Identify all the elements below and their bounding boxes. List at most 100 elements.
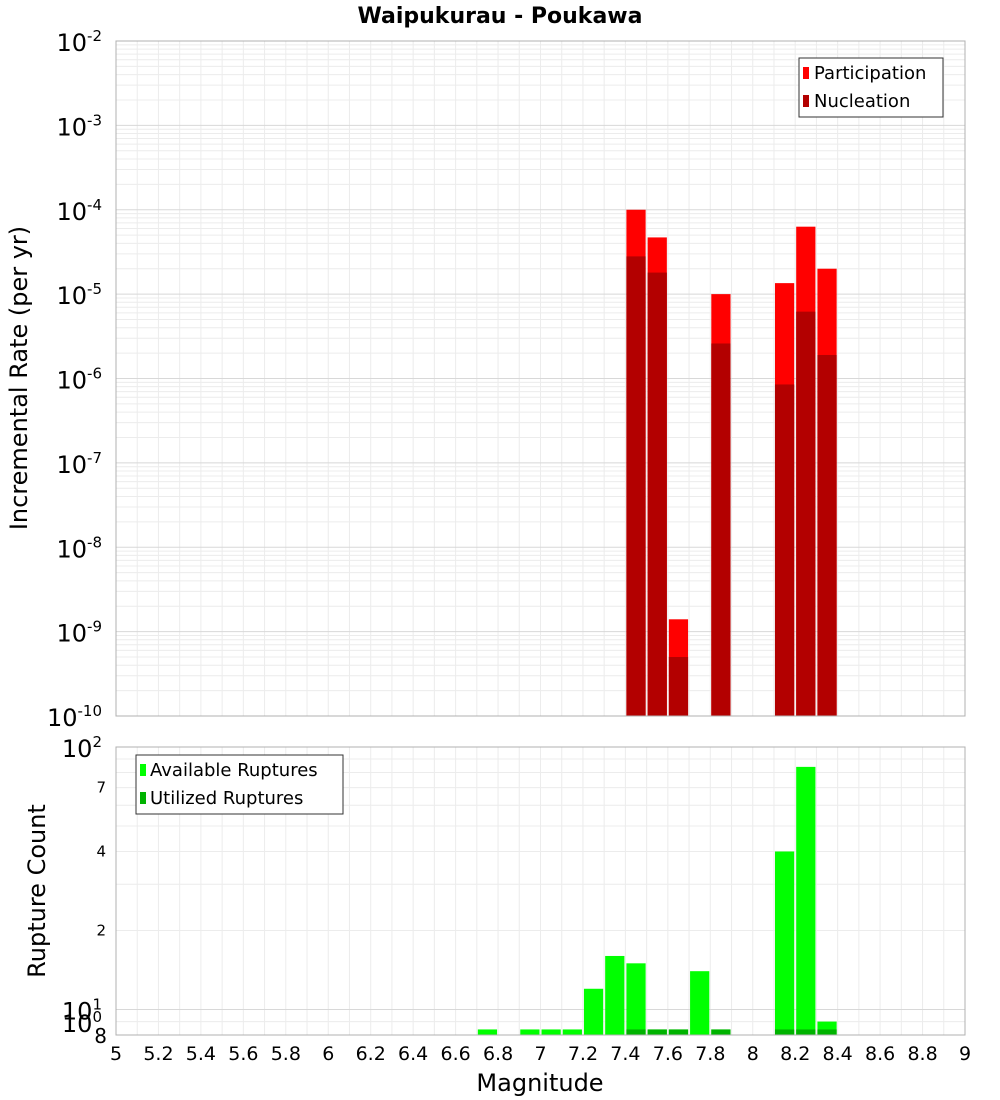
top-y-tick-label-exp: -3 — [87, 111, 102, 129]
top-y-tick-label: 10-10 — [47, 702, 102, 732]
top-y-tick-label: 10-3 — [56, 111, 102, 141]
bottom-legend-swatch — [140, 792, 146, 804]
top-y-tick-label-base: 10 — [56, 451, 87, 479]
bottom-y-tick-label: 101 — [62, 996, 102, 1026]
top-y-tick-label: 10-5 — [56, 280, 102, 310]
bottom-y-tick-label-exp: 2 — [92, 733, 102, 751]
top-legend-swatch — [803, 67, 809, 79]
utilized-ruptures-bar — [817, 1029, 837, 1035]
x-tick-label: 7.2 — [568, 1043, 598, 1065]
top-legend-label: Nucleation — [814, 91, 910, 112]
bottom-legend-label: Available Ruptures — [150, 760, 318, 781]
x-tick-label: 7 — [534, 1043, 546, 1065]
utilized-ruptures-bar — [796, 1029, 816, 1035]
bottom-legend-box — [135, 754, 344, 815]
bottom-y-tick-label: 100 — [62, 1008, 102, 1038]
top-legend-box — [798, 57, 944, 118]
bottom-legend: Available Ruptures Utilized Ruptures — [135, 754, 344, 815]
available-ruptures-bar — [774, 851, 795, 1035]
bottom-y-minor-tick-label: 2 — [96, 922, 106, 940]
nucleation-bar — [796, 311, 816, 716]
available-ruptures-bar — [796, 766, 816, 1035]
nucleation-bar — [626, 256, 646, 716]
nucleation-bar — [817, 354, 837, 716]
top-y-tick-label-exp: -4 — [87, 196, 102, 214]
x-tick-label: 6.4 — [398, 1043, 428, 1065]
x-tick-label: 5.4 — [186, 1043, 216, 1065]
available-ruptures-bar — [690, 971, 710, 1035]
available-ruptures-bar — [605, 955, 625, 1035]
x-tick-label: 9 — [959, 1043, 971, 1065]
nucleation-bar — [711, 343, 731, 716]
bottom-y-tick-label-base: 10 — [62, 1010, 93, 1038]
bottom-y-tick-extra: 8 — [94, 1024, 107, 1048]
top-y-tick-label-base: 10 — [56, 282, 87, 310]
top-y-axis-label: Incremental Rate (per yr) — [5, 226, 33, 530]
top-y-tick-label-exp: -9 — [87, 618, 102, 636]
bottom-y-axis-label: Rupture Count — [23, 804, 51, 978]
top-y-tick-label: 10-2 — [56, 27, 102, 57]
x-tick-label: 6.2 — [356, 1043, 386, 1065]
top-y-tick-label-base: 10 — [47, 704, 78, 732]
available-ruptures-bar — [583, 988, 604, 1035]
utilized-ruptures-bar — [711, 1029, 731, 1035]
available-ruptures-bar — [541, 1029, 561, 1035]
x-tick-label: 8 — [747, 1043, 759, 1065]
bottom-y-tick-label-exp: 1 — [92, 996, 102, 1014]
top-y-tick-label-base: 10 — [56, 198, 87, 226]
x-tick-label: 5 — [110, 1043, 122, 1065]
bottom-legend-swatch — [140, 764, 146, 776]
bottom-y-tick-label-base: 10 — [62, 998, 93, 1026]
top-y-tick-label: 10-4 — [56, 196, 102, 226]
top-legend-swatch — [803, 95, 809, 107]
bottom-plot-border — [115, 746, 966, 1036]
top-y-tick-label: 10-8 — [56, 533, 102, 563]
chart-title: Waipukurau - Poukawa — [358, 4, 643, 29]
top-y-tick-label-base: 10 — [56, 113, 87, 141]
bottom-legend-label: Utilized Ruptures — [150, 788, 303, 809]
utilized-ruptures-bar — [668, 1029, 689, 1035]
top-y-tick-label: 10-9 — [56, 618, 102, 648]
x-tick-label: 5.8 — [271, 1043, 301, 1065]
top-legend: Participation Nucleation — [798, 57, 944, 118]
x-tick-label: 8.2 — [780, 1043, 810, 1065]
top-y-tick-label: 10-7 — [56, 449, 102, 479]
utilized-ruptures-bar — [647, 1029, 667, 1035]
bottom-y-tick-label-exp: 0 — [92, 1008, 102, 1026]
top-plot-border — [115, 40, 966, 717]
top-y-tick-label-base: 10 — [56, 367, 87, 395]
x-axis-label: Magnitude — [476, 1069, 603, 1097]
x-tick-label: 7.8 — [695, 1043, 725, 1065]
x-tick-label: 8.8 — [907, 1043, 937, 1065]
top-y-tick-label-exp: -7 — [87, 449, 102, 467]
top-plot: Waipukurau - Poukawa10-1010-910-810-710-… — [5, 4, 966, 732]
nucleation-bar — [774, 384, 795, 716]
bottom-y-tick-label: 102 — [62, 733, 102, 763]
top-y-tick-label-exp: -6 — [87, 365, 102, 383]
top-y-tick-label-exp: -10 — [78, 702, 103, 720]
x-tick-label: 6 — [322, 1043, 334, 1065]
top-y-tick-label-base: 10 — [56, 29, 87, 57]
available-ruptures-bar — [520, 1029, 540, 1035]
bottom-y-minor-tick-label: 4 — [96, 842, 106, 860]
top-y-tick-label-exp: -2 — [87, 27, 102, 45]
utilized-ruptures-bar — [626, 1029, 646, 1035]
x-tick-label: 6.6 — [440, 1043, 470, 1065]
nucleation-bar — [668, 657, 689, 716]
available-ruptures-bar — [626, 963, 646, 1035]
nucleation-bar — [647, 272, 667, 716]
available-ruptures-bar — [562, 1029, 582, 1035]
top-legend-label: Participation — [814, 63, 926, 84]
x-tick-label: 5.6 — [228, 1043, 258, 1065]
x-tick-label: 5.2 — [143, 1043, 173, 1065]
x-tick-label: 8.6 — [865, 1043, 895, 1065]
top-y-tick-label-base: 10 — [56, 620, 87, 648]
top-y-tick-label: 10-6 — [56, 365, 102, 395]
x-tick-label: 7.4 — [610, 1043, 640, 1065]
top-y-tick-label-exp: -5 — [87, 280, 102, 298]
top-y-tick-label-exp: -8 — [87, 533, 102, 551]
x-tick-label: 7.6 — [653, 1043, 683, 1065]
